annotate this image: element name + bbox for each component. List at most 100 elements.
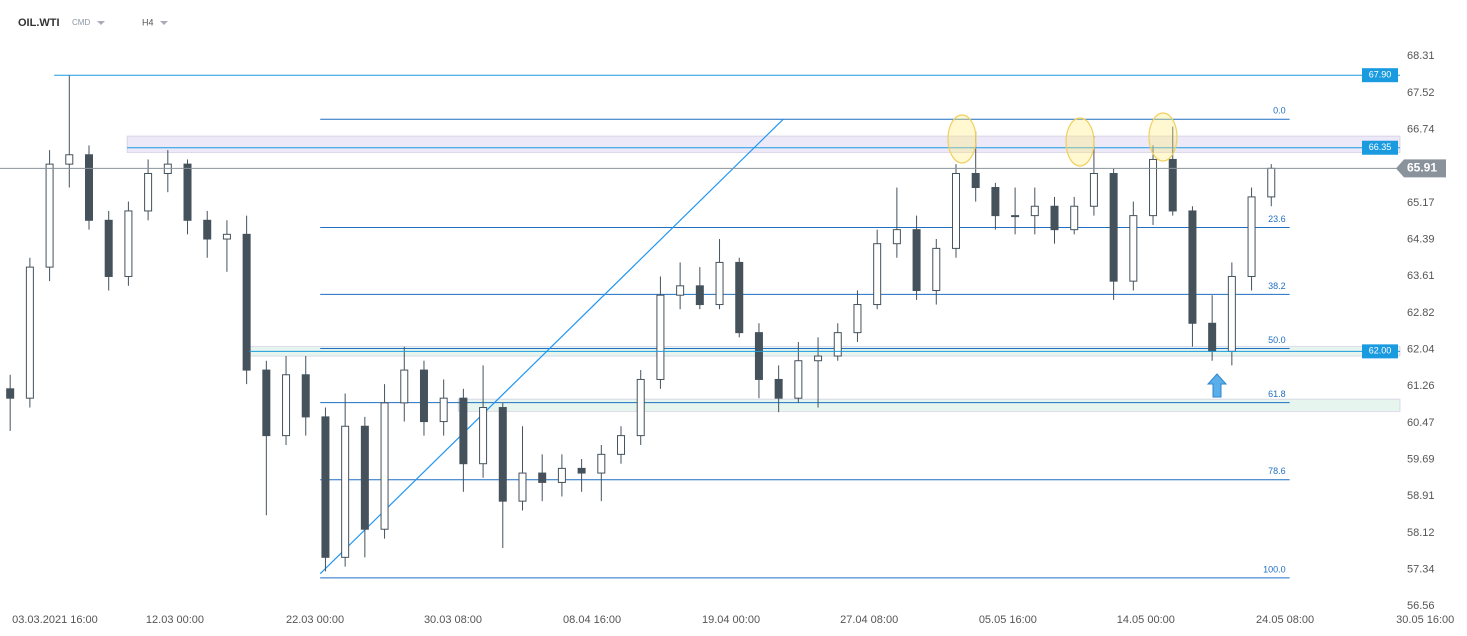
y-tick-label: 59.69	[1407, 453, 1435, 465]
y-tick-label: 64.39	[1407, 233, 1435, 245]
candle-body	[853, 304, 862, 334]
candle-body	[912, 229, 921, 292]
level-label: 67.90	[1369, 70, 1392, 80]
candle-body	[1070, 205, 1079, 231]
interval[interactable]: H4	[142, 17, 154, 27]
y-tick-label: 62.82	[1407, 307, 1435, 319]
highlight-ellipse	[947, 114, 977, 164]
x-tick-label: 14.05 00:00	[1117, 614, 1175, 626]
candle-body	[538, 472, 547, 483]
x-tick-label: 24.05 08:00	[1256, 614, 1314, 626]
candle-body	[400, 369, 409, 404]
y-tick-label: 65.17	[1407, 197, 1435, 209]
candle-body	[498, 407, 507, 502]
candle-body	[873, 243, 882, 306]
candle-body	[518, 472, 527, 502]
x-tick-label: 30.03 08:00	[424, 614, 482, 626]
candle-body	[65, 154, 74, 165]
candle-body	[45, 163, 54, 268]
candle-body	[1168, 158, 1177, 212]
fib-label: 100.0	[1263, 564, 1286, 574]
candle-body	[971, 172, 980, 189]
x-tick-label: 30.05 16:00	[1396, 614, 1454, 626]
candle-body	[951, 172, 960, 249]
candle-body	[1149, 158, 1158, 217]
candle-body	[1050, 205, 1059, 231]
candle-body	[715, 261, 724, 306]
candle-body	[1267, 167, 1276, 198]
candle-body	[1011, 215, 1020, 218]
candle-body	[242, 233, 251, 371]
y-tick-label: 58.91	[1407, 490, 1435, 502]
candle-body	[774, 378, 783, 399]
candle-body	[262, 369, 271, 437]
candle-body	[360, 425, 369, 530]
candle-body	[1129, 215, 1138, 282]
candle-body	[1247, 196, 1256, 277]
y-tick-label: 61.26	[1407, 380, 1435, 392]
candle-body	[597, 453, 606, 474]
candle-body	[124, 210, 133, 277]
candle-body	[1208, 322, 1217, 352]
x-tick-label: 12.03 00:00	[146, 614, 204, 626]
candle-body	[617, 435, 626, 455]
candle-body	[6, 388, 15, 399]
candle-body	[183, 163, 192, 221]
candle-body	[222, 233, 231, 240]
level-label-box	[1362, 68, 1398, 83]
highlight-ellipse	[1148, 112, 1178, 162]
candle-body	[1030, 205, 1039, 217]
trendline	[319, 118, 784, 575]
candle-body	[439, 397, 448, 423]
candle-body	[557, 467, 566, 483]
y-tick-label: 60.47	[1407, 417, 1435, 429]
dropdown-caret[interactable]	[160, 21, 168, 25]
candle-body	[203, 219, 212, 240]
fib-label: 0.0	[1273, 106, 1286, 116]
candle-body	[656, 294, 665, 380]
candle-body	[991, 187, 1000, 217]
candle-body	[1188, 210, 1197, 324]
y-tick-label: 56.56	[1407, 600, 1435, 612]
fib-label: 61.8	[1268, 389, 1286, 399]
level-label: 66.35	[1369, 142, 1392, 152]
candle-body	[84, 154, 93, 221]
current-price-box	[1396, 159, 1446, 178]
dropdown-caret[interactable]	[97, 21, 105, 25]
y-tick-label: 63.61	[1407, 270, 1435, 282]
x-tick-label: 19.04 00:00	[702, 614, 760, 626]
candle-body	[735, 261, 744, 334]
candle-body	[892, 229, 901, 245]
candle-body	[459, 397, 468, 465]
y-tick-label: 67.52	[1407, 87, 1435, 99]
y-tick-label: 57.34	[1407, 563, 1435, 575]
current-price-label: 65.91	[1407, 161, 1437, 175]
plot: 68.31 67.52 66.74 65.17 64.39 63.61 62.82 62.04…	[0, 50, 1454, 626]
x-tick-label: 03.03.2021 16:00	[12, 614, 98, 626]
zone	[457, 398, 1401, 412]
candle-body	[301, 374, 310, 418]
y-tick-label: 58.12	[1407, 527, 1435, 539]
zone	[126, 135, 1401, 153]
candle-body	[577, 467, 586, 474]
candle-body	[676, 285, 685, 296]
level-label-box	[1362, 140, 1398, 155]
market[interactable]: CMD	[72, 18, 90, 27]
fib-label: 38.2	[1268, 281, 1286, 291]
x-tick-label: 05.05 16:00	[979, 614, 1037, 626]
candle-body	[1227, 275, 1236, 352]
candle-body	[1089, 172, 1098, 207]
highlight-ellipse	[1065, 117, 1095, 167]
level-label: 62.00	[1369, 346, 1392, 356]
x-tick-label: 27.04 08:00	[840, 614, 898, 626]
candle-body	[341, 425, 350, 558]
candle-body	[104, 219, 113, 277]
candle-body	[833, 332, 842, 357]
candle-body	[695, 285, 704, 306]
arrow-up	[1206, 373, 1228, 398]
candle-body	[25, 266, 34, 399]
fib-label: 50.0	[1268, 335, 1286, 345]
candle-body	[479, 407, 488, 465]
